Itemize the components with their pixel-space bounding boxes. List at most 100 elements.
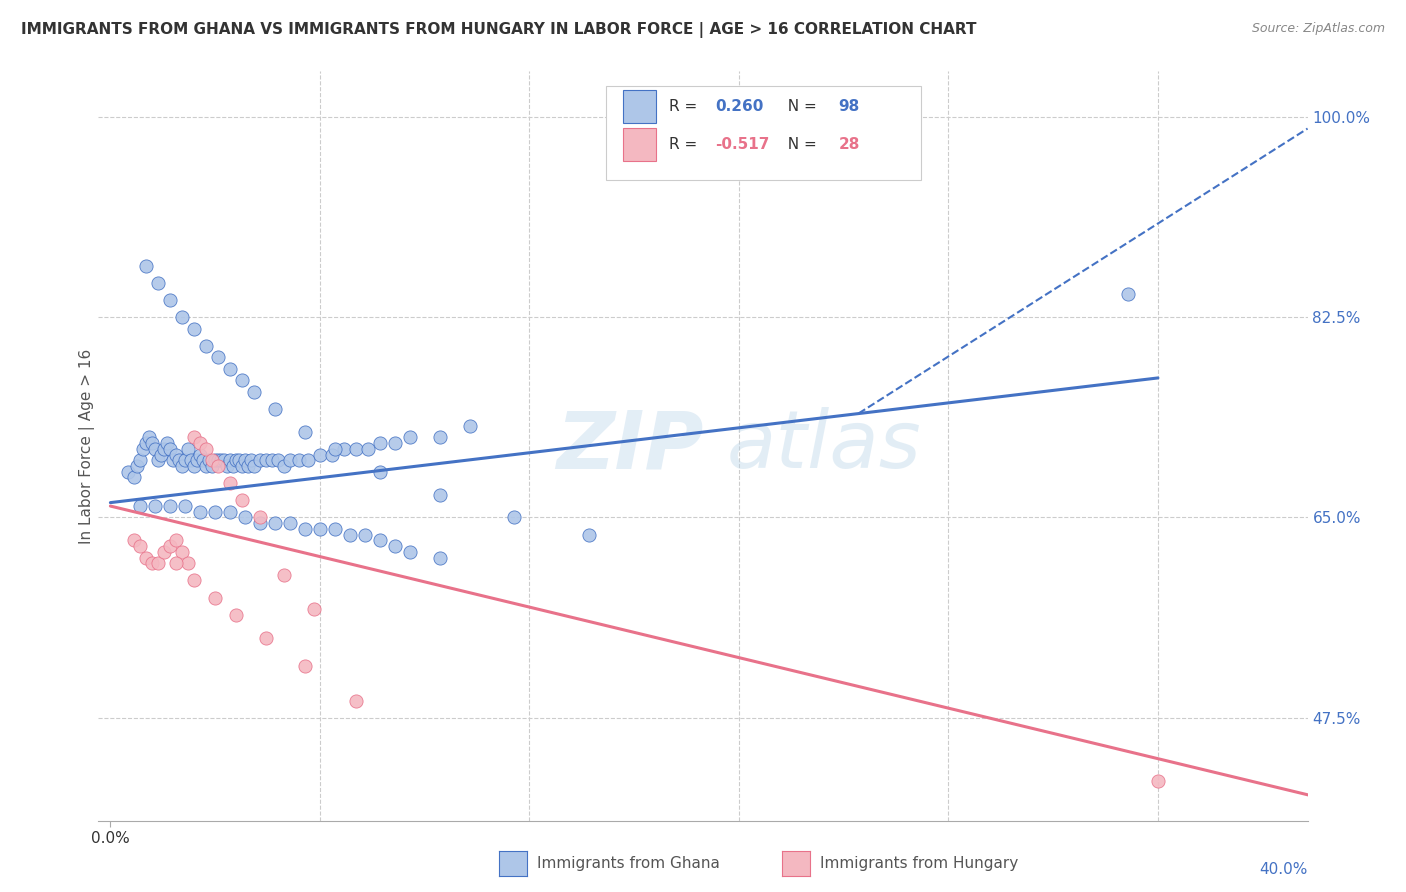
Point	[186, 453, 208, 467]
Point	[204, 453, 226, 467]
Point	[240, 453, 263, 467]
Point	[225, 607, 247, 622]
Text: N =: N =	[778, 136, 821, 152]
Point	[368, 465, 391, 479]
FancyBboxPatch shape	[606, 87, 921, 180]
Point	[135, 550, 157, 565]
Text: 98: 98	[838, 99, 859, 114]
Point	[273, 458, 295, 473]
Point	[1116, 287, 1139, 301]
Point	[138, 430, 160, 444]
Point	[384, 539, 406, 553]
Text: ZIP: ZIP	[555, 407, 703, 485]
Point	[127, 458, 149, 473]
Point	[143, 442, 166, 456]
Point	[188, 436, 211, 450]
Point	[243, 384, 266, 399]
Point	[183, 322, 205, 336]
Point	[278, 516, 301, 531]
Point	[323, 442, 346, 456]
Point	[344, 442, 367, 456]
Point	[207, 351, 229, 365]
Point	[172, 545, 194, 559]
Point	[278, 453, 301, 467]
Point	[150, 448, 173, 462]
Point	[309, 448, 332, 462]
Point	[143, 499, 166, 513]
Point	[219, 505, 242, 519]
Point	[231, 373, 253, 387]
Point	[368, 533, 391, 548]
Text: R =: R =	[669, 136, 702, 152]
Point	[264, 401, 287, 416]
Point	[129, 453, 152, 467]
Point	[172, 458, 194, 473]
Point	[398, 430, 420, 444]
Point	[384, 436, 406, 450]
Point	[249, 453, 271, 467]
Point	[294, 425, 316, 439]
Point	[288, 453, 311, 467]
Point	[148, 276, 170, 290]
FancyBboxPatch shape	[623, 128, 655, 161]
Point	[162, 453, 184, 467]
Point	[177, 442, 200, 456]
Point	[117, 465, 139, 479]
Point	[294, 522, 316, 536]
Point	[429, 488, 451, 502]
Point	[183, 574, 205, 588]
Text: -0.517: -0.517	[716, 136, 769, 152]
Point	[132, 442, 155, 456]
Point	[209, 453, 232, 467]
Point	[503, 510, 526, 524]
Point	[153, 442, 176, 456]
Point	[267, 453, 290, 467]
Point	[254, 453, 277, 467]
Point	[159, 442, 181, 456]
Point	[193, 453, 215, 467]
Text: N =: N =	[778, 99, 821, 114]
Point	[249, 516, 271, 531]
Point	[188, 505, 211, 519]
Point	[156, 436, 179, 450]
Point	[368, 436, 391, 450]
Point	[243, 458, 266, 473]
Point	[195, 458, 218, 473]
Point	[357, 442, 380, 456]
Point	[153, 545, 176, 559]
Point	[165, 556, 187, 570]
Text: 0.260: 0.260	[716, 99, 763, 114]
Point	[344, 693, 367, 707]
Point	[198, 453, 221, 467]
Point	[339, 527, 361, 541]
Point	[231, 493, 253, 508]
Point	[398, 545, 420, 559]
Point	[148, 556, 170, 570]
Point	[212, 453, 235, 467]
Point	[174, 499, 197, 513]
Point	[249, 510, 271, 524]
Point	[167, 453, 190, 467]
Point	[195, 442, 218, 456]
Point	[204, 591, 226, 605]
Point	[188, 448, 211, 462]
Point	[323, 522, 346, 536]
Text: atlas: atlas	[727, 407, 922, 485]
Point	[174, 453, 197, 467]
Point	[458, 419, 481, 434]
Point	[159, 293, 181, 307]
Text: Source: ZipAtlas.com: Source: ZipAtlas.com	[1251, 22, 1385, 36]
Point	[172, 310, 194, 325]
Point	[233, 453, 256, 467]
Point	[236, 458, 259, 473]
Point	[148, 453, 170, 467]
Point	[159, 499, 181, 513]
Point	[165, 448, 187, 462]
Point	[260, 453, 283, 467]
Point	[207, 458, 229, 473]
Point	[264, 516, 287, 531]
Point	[141, 436, 163, 450]
Point	[578, 527, 600, 541]
Text: Immigrants from Hungary: Immigrants from Hungary	[820, 856, 1018, 871]
Point	[429, 550, 451, 565]
